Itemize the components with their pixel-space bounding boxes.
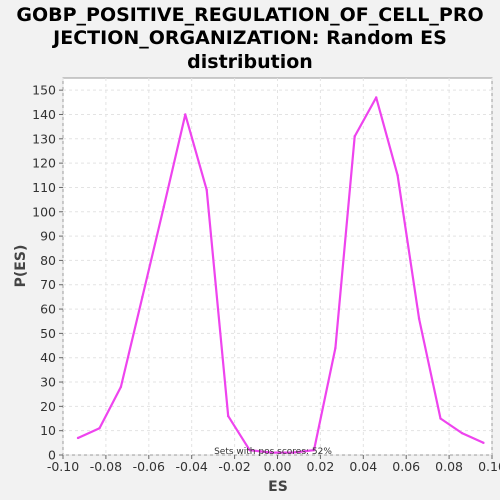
x-axis-label: ES xyxy=(268,479,288,495)
x-tick-label: -0.06 xyxy=(133,459,165,474)
y-tick-label: 100 xyxy=(32,204,56,219)
chart-title-line-1: GOBP_POSITIVE_REGULATION_OF_CELL_PRO xyxy=(16,4,483,26)
y-tick-label: 0 xyxy=(48,448,56,463)
series-layer xyxy=(76,96,485,454)
grid xyxy=(62,78,493,456)
data-point xyxy=(353,135,356,138)
x-tick-label: 0.08 xyxy=(435,459,463,474)
y-tick-label: 50 xyxy=(40,326,56,341)
y-tick-label: 140 xyxy=(32,107,56,122)
y-tick-label: 150 xyxy=(32,83,56,98)
chart-title-line-2: JECTION_ORGANIZATION: Random ES xyxy=(51,27,447,49)
data-point xyxy=(374,96,378,99)
data-point xyxy=(184,113,187,116)
y-tick-label: 30 xyxy=(40,375,56,390)
x-tick-label: -0.02 xyxy=(218,459,250,474)
x-tick-label: -0.04 xyxy=(176,459,208,474)
y-tick-label: 120 xyxy=(32,156,56,171)
data-point xyxy=(417,317,421,320)
y-tick-label: 10 xyxy=(40,423,56,438)
chart-annotation: Sets with pos scores: 52% xyxy=(214,447,332,457)
y-tick-label: 70 xyxy=(40,277,56,292)
chart-title-line-3: distribution xyxy=(187,51,313,73)
data-point xyxy=(396,174,399,177)
x-tick-label: -0.08 xyxy=(90,459,122,474)
data-point xyxy=(312,448,316,452)
data-point xyxy=(460,431,464,435)
y-tick-label: 40 xyxy=(40,350,56,365)
y-tick-label: 20 xyxy=(40,399,56,414)
chart-title: GOBP_POSITIVE_REGULATION_OF_CELL_PRO JEC… xyxy=(16,4,483,73)
y-axis-label: P(ES) xyxy=(13,245,29,288)
y-tick-label: 130 xyxy=(32,131,56,146)
y-axis: 0 10 20 30 40 50 60 70 80 90 100 110 120 130 140 150 xyxy=(32,83,63,463)
x-axis: -0.10 -0.08 -0.06 -0.04 -0.02 0.00 0.02 0.04 0.0… xyxy=(47,455,500,474)
x-tick-label: -0.10 xyxy=(47,459,79,474)
data-point xyxy=(141,295,144,299)
x-tick-label: 0.02 xyxy=(306,459,334,474)
x-tick-label: 0.04 xyxy=(349,459,377,474)
data-point xyxy=(162,205,166,209)
data-point xyxy=(439,417,442,420)
data-point xyxy=(98,427,101,430)
y-tick-label: 80 xyxy=(40,253,56,268)
x-tick-label: 0.10 xyxy=(478,459,500,474)
series-line xyxy=(77,96,484,454)
data-point xyxy=(291,451,294,454)
data-point xyxy=(482,441,485,445)
data-point xyxy=(269,451,273,454)
x-tick-label: 0.06 xyxy=(392,459,420,474)
data-point xyxy=(248,448,251,452)
data-point xyxy=(226,414,230,418)
x-tick-label: 0.00 xyxy=(264,459,292,474)
data-point xyxy=(334,346,337,350)
y-tick-label: 110 xyxy=(32,180,56,195)
data-point xyxy=(119,385,123,389)
y-tick-label: 60 xyxy=(40,302,56,317)
data-point xyxy=(76,436,80,440)
data-point xyxy=(205,188,208,192)
y-tick-label: 90 xyxy=(40,229,56,244)
